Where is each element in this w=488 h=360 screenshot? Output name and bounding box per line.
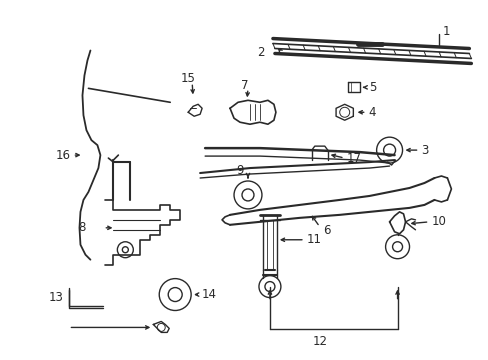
Text: 7: 7 <box>241 79 248 92</box>
Text: 12: 12 <box>312 335 326 348</box>
Text: 5: 5 <box>368 81 375 94</box>
Text: 2: 2 <box>257 46 264 59</box>
Text: 11: 11 <box>306 233 321 246</box>
Text: 13: 13 <box>48 291 63 304</box>
Text: 16: 16 <box>56 149 70 162</box>
Text: 17: 17 <box>346 152 361 165</box>
Text: 1: 1 <box>442 25 449 38</box>
Text: 9: 9 <box>236 163 244 176</box>
Text: 4: 4 <box>368 106 375 119</box>
Text: 3: 3 <box>421 144 428 157</box>
Text: 15: 15 <box>181 72 195 85</box>
Text: 14: 14 <box>202 288 217 301</box>
Text: 8: 8 <box>78 221 85 234</box>
Text: 6: 6 <box>322 224 329 237</box>
Text: 10: 10 <box>430 215 446 228</box>
